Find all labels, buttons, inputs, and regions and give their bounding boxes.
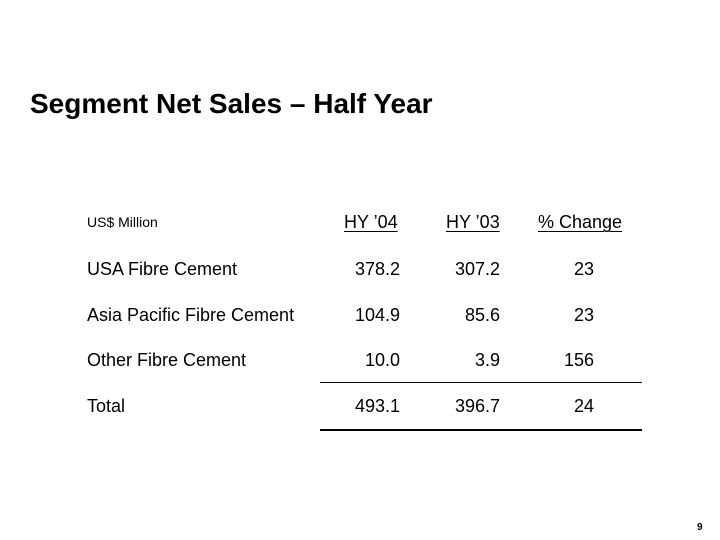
- value-hy04: 104.9: [354, 305, 400, 325]
- row-label: Other Fibre Cement: [87, 350, 247, 370]
- page-number: 9: [697, 522, 703, 533]
- value-hy04: 378.2: [354, 259, 400, 279]
- value-hy04: 10.0: [364, 350, 400, 370]
- slide-title: Segment Net Sales – Half Year: [30, 88, 433, 119]
- row-label: USA Fibre Cement: [87, 259, 238, 279]
- unit-label: US$ Million: [87, 214, 158, 230]
- value-change: 23: [573, 305, 594, 325]
- row-label-total: Total: [87, 396, 126, 416]
- value-hy04-total: 493.1: [354, 396, 400, 416]
- column-header-change: % Change: [538, 212, 623, 232]
- column-header-hy04: HY ’04: [344, 212, 398, 232]
- value-hy03-total: 396.7: [454, 396, 500, 416]
- value-hy03: 3.9: [474, 350, 500, 370]
- column-header-hy03: HY ’03: [446, 212, 500, 232]
- value-change: 156: [563, 350, 594, 370]
- value-hy03: 307.2: [454, 259, 500, 279]
- subtotal-rule: [320, 382, 642, 383]
- value-hy03: 85.6: [464, 305, 500, 325]
- total-rule: [320, 429, 642, 431]
- value-change-total: 24: [573, 396, 594, 416]
- value-change: 23: [573, 259, 594, 279]
- row-label: Asia Pacific Fibre Cement: [87, 305, 295, 325]
